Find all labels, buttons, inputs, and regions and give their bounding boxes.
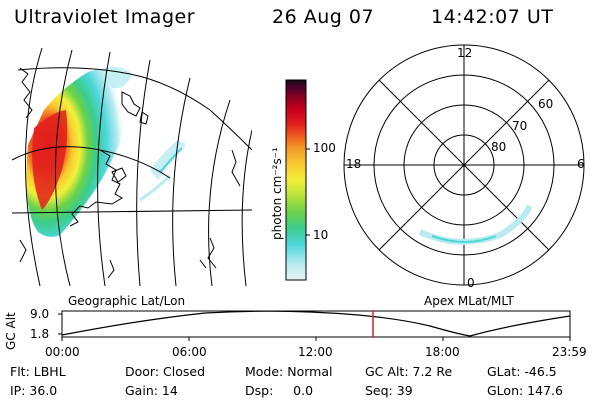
- timeline-xtick-1200: 12:00: [298, 345, 333, 359]
- mlat-label-80: 80: [491, 140, 507, 154]
- mlat-label-70: 70: [512, 119, 528, 133]
- timeline-ytick-high: 9.0: [30, 307, 50, 321]
- geographic-map-panel: [12, 47, 252, 286]
- timeline-xtick-0600: 06:00: [172, 345, 207, 359]
- polar-aurora-emission: [418, 204, 533, 245]
- instrument-title: Ultraviolet Imager: [14, 6, 196, 28]
- mlt-label-6: 6: [577, 157, 585, 171]
- status-glat: GLat: -46.5: [487, 364, 557, 379]
- geographic-panel-label: Geographic Lat/Lon: [68, 294, 186, 308]
- status-filter: Flt: LBHL: [10, 364, 66, 379]
- colorbar-unit-label: photon cm⁻²s⁻¹: [270, 147, 284, 240]
- mlat-label-60: 60: [538, 97, 554, 111]
- status-ip: IP: 36.0: [10, 383, 58, 398]
- time-label: 14:42:07 UT: [431, 6, 554, 28]
- graticule-lines: [12, 47, 252, 286]
- date-label: 26 Aug 07: [272, 6, 375, 28]
- timeline-axis-title: GC Alt: [4, 312, 18, 350]
- status-gain: Gain: 14: [125, 383, 178, 398]
- mlt-label-12: 12: [457, 46, 473, 60]
- status-gc-alt: GC Alt: 7.2 Re: [365, 364, 453, 379]
- colorbar-tick-100: 100: [313, 141, 336, 155]
- polar-mlat-mlt-panel: [343, 44, 585, 286]
- orbit-timeline: [58, 310, 571, 341]
- status-mode: Mode: Normal: [245, 364, 333, 379]
- mlt-label-0: 0: [467, 276, 475, 290]
- timeline-xtick-1800: 18:00: [425, 345, 460, 359]
- polar-panel-label: Apex MLat/MLT: [424, 294, 514, 308]
- timeline-ytick-low: 1.8: [30, 327, 50, 341]
- status-door: Door: Closed: [125, 364, 206, 379]
- status-dsp: Dsp: 0.0: [245, 383, 314, 398]
- coastlines: [19, 67, 241, 279]
- timeline-xtick-2359: 23:59: [552, 345, 587, 359]
- aurora-emission: [26, 66, 186, 237]
- colorbar: [285, 79, 310, 281]
- mlt-label-18: 18: [346, 157, 362, 171]
- status-glon: GLon: 147.6: [487, 383, 563, 398]
- colorbar-tick-10: 10: [313, 228, 329, 242]
- status-seq: Seq: 39: [365, 383, 413, 398]
- timeline-xtick-0000: 00:00: [45, 345, 80, 359]
